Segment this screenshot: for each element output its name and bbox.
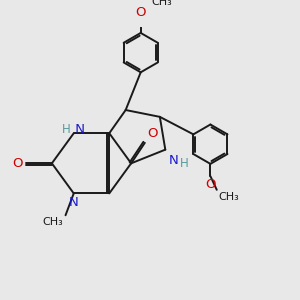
Text: CH₃: CH₃ <box>152 0 172 7</box>
Text: N: N <box>71 124 85 136</box>
Text: N: N <box>69 196 79 208</box>
Text: N: N <box>169 154 178 167</box>
Text: CH₃: CH₃ <box>43 218 63 227</box>
Text: H: H <box>62 124 71 136</box>
Text: H: H <box>180 157 189 170</box>
Text: O: O <box>136 6 146 19</box>
Text: CH₃: CH₃ <box>218 192 239 202</box>
Text: O: O <box>12 157 22 170</box>
Text: O: O <box>205 178 216 190</box>
Text: O: O <box>147 127 158 140</box>
